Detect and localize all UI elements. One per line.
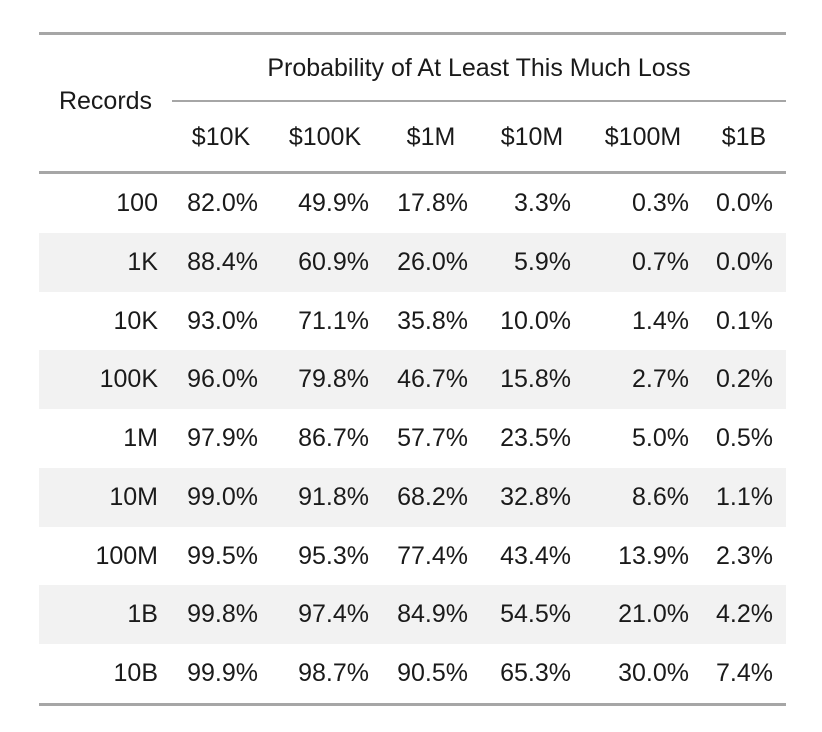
table-cell: 43.4% (500, 541, 571, 570)
table-body: 100 82.0% 49.9% 17.8% 3.3% 0.3% 0.0% 1K 88.4% 60.… (39, 174, 786, 703)
table-cell: 54.5% (500, 600, 571, 629)
table-bottom-rule (39, 703, 786, 706)
table-cell: 0.2% (716, 365, 773, 394)
table-cell: 21.0% (618, 600, 689, 629)
row-label: 10K (113, 306, 158, 335)
records-column-header: Records (58, 87, 153, 115)
table-cell: 17.8% (397, 189, 468, 217)
row-label: 1K (127, 247, 158, 276)
column-header: $1M (406, 123, 456, 151)
table-row: 1B 99.8% 97.4% 84.9% 54.5% 21.0% 4.2% (39, 585, 786, 644)
column-header: $10M (500, 123, 564, 151)
table-cell: 0.0% (716, 189, 773, 217)
table-top-rule (39, 32, 786, 35)
table-row: 10K 93.0% 71.1% 35.8% 10.0% 1.4% 0.1% (39, 292, 786, 351)
row-label: 10M (109, 482, 158, 511)
table-cell: 3.3% (514, 189, 571, 217)
table-cell: 4.2% (716, 600, 773, 629)
table-cell: 8.6% (632, 482, 689, 511)
table-cell: 5.0% (632, 424, 689, 452)
table-cell: 86.7% (298, 424, 369, 452)
table-cell: 77.4% (397, 541, 468, 570)
table-cell: 71.1% (298, 306, 369, 335)
table-cell: 23.5% (500, 424, 571, 452)
table-row: 1M 97.9% 86.7% 57.7% 23.5% 5.0% 0.5% (39, 409, 786, 468)
table-cell: 79.8% (298, 365, 369, 394)
table-cell: 91.8% (298, 482, 369, 511)
table-row: 100 82.0% 49.9% 17.8% 3.3% 0.3% 0.0% (39, 174, 786, 233)
row-label: 1M (123, 424, 158, 452)
table-cell: 60.9% (298, 247, 369, 276)
column-header: $100M (604, 123, 682, 151)
table-cell: 26.0% (397, 247, 468, 276)
row-label: 100K (99, 365, 158, 394)
table-cell: 10.0% (500, 306, 571, 335)
table-cell: 2.3% (716, 541, 773, 570)
table-cell: 0.1% (716, 306, 773, 335)
table-cell: 0.3% (632, 189, 689, 217)
table-row: 100K 96.0% 79.8% 46.7% 15.8% 2.7% 0.2% (39, 350, 786, 409)
row-label: 100 (116, 189, 158, 217)
row-label: 1B (127, 600, 158, 629)
header-bottom-rule (39, 171, 786, 174)
table-cell: 13.9% (618, 541, 689, 570)
table-cell: 96.0% (187, 365, 258, 394)
table-cell: 7.4% (716, 659, 773, 687)
row-label: 10B (113, 659, 158, 687)
table-cell: 93.0% (187, 306, 258, 335)
table-cell: 99.0% (187, 482, 258, 511)
table-cell: 49.9% (298, 189, 369, 217)
table-cell: 30.0% (618, 659, 689, 687)
column-header: $1B (721, 123, 767, 151)
table-cell: 90.5% (397, 659, 468, 687)
table-row: 10B 99.9% 98.7% 90.5% 65.3% 30.0% 7.4% (39, 644, 786, 703)
table-cell: 32.8% (500, 482, 571, 511)
table-row: 10M 99.0% 91.8% 68.2% 32.8% 8.6% 1.1% (39, 467, 786, 527)
table-cell: 15.8% (500, 365, 571, 394)
table-cell: 46.7% (397, 365, 468, 394)
table-cell: 97.4% (298, 600, 369, 629)
table-cell: 68.2% (397, 482, 468, 511)
table-cell: 0.5% (716, 424, 773, 452)
table-cell: 35.8% (397, 306, 468, 335)
table-cell: 95.3% (298, 541, 369, 570)
table-row: 100M 99.5% 95.3% 77.4% 43.4% 13.9% 2.3% (39, 527, 786, 586)
table-cell: 65.3% (500, 659, 571, 687)
table-cell: 57.7% (397, 424, 468, 452)
table-cell: 1.4% (632, 306, 689, 335)
row-label: 100M (95, 541, 158, 570)
table-cell: 0.7% (632, 247, 689, 276)
table-cell: 5.9% (514, 247, 571, 276)
table-cell: 82.0% (187, 189, 258, 217)
table-cell: 0.0% (716, 247, 773, 276)
table-cell: 2.7% (632, 365, 689, 394)
column-header: $10K (191, 123, 251, 151)
table-cell: 88.4% (187, 247, 258, 276)
table-cell: 97.9% (187, 424, 258, 452)
table-cell: 98.7% (298, 659, 369, 687)
table-cell: 99.9% (187, 659, 258, 687)
table-cell: 84.9% (397, 600, 468, 629)
probability-spanner-header: Probability of At Least This Much Loss (267, 54, 691, 82)
table-cell: 1.1% (716, 482, 773, 511)
table-row: 1K 88.4% 60.9% 26.0% 5.9% 0.7% 0.0% (39, 232, 786, 292)
column-header: $100K (288, 123, 362, 151)
table-cell: 99.5% (187, 541, 258, 570)
spanner-underline (172, 100, 786, 102)
table-cell: 99.8% (187, 600, 258, 629)
